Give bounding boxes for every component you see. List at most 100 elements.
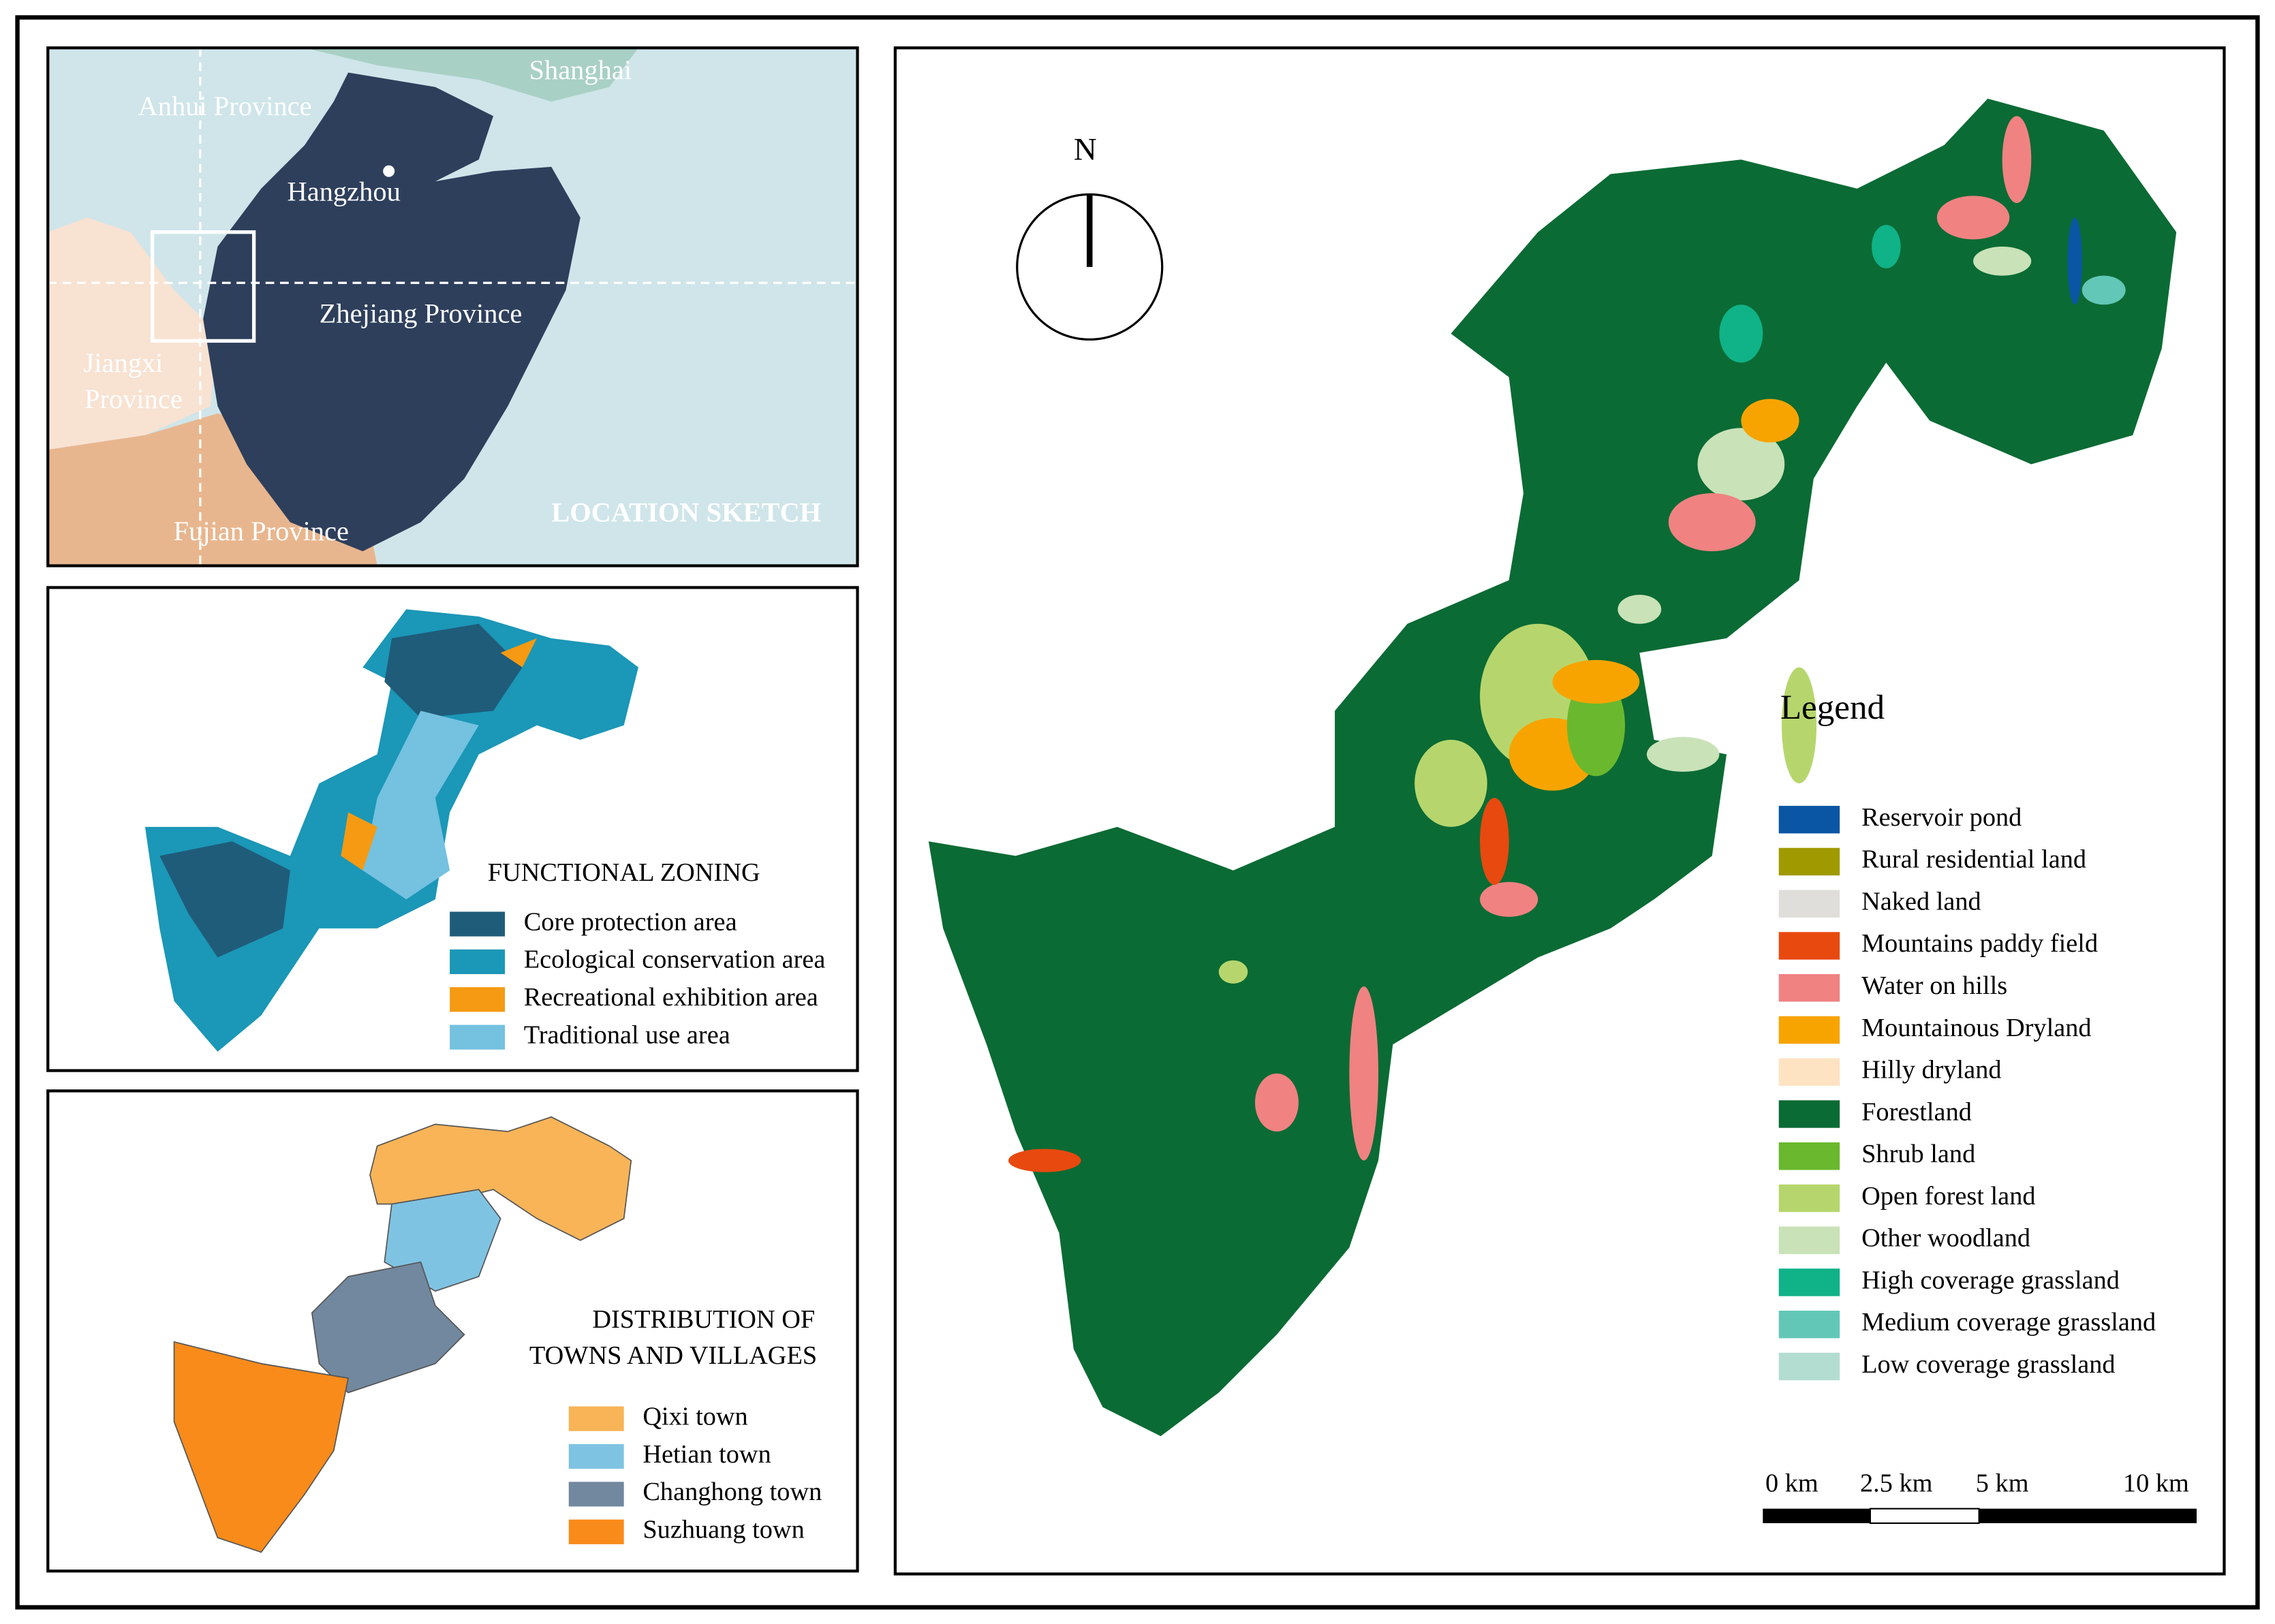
- study-area-box: [150, 230, 256, 343]
- legend-swatch: [1778, 1058, 1840, 1086]
- legend-swatch: [1778, 805, 1840, 834]
- jiangxi-region: [48, 217, 218, 450]
- panel-title: DISTRIBUTION OF: [592, 1305, 815, 1334]
- towns-panel: DISTRIBUTION OF TOWNS AND VILLAGES Qixi …: [46, 1089, 859, 1573]
- legend-swatch: [1778, 973, 1840, 1002]
- city-marker: [383, 165, 395, 177]
- zoning-panel: FUNCTIONAL ZONING Core protection area Ec…: [46, 586, 859, 1072]
- land-cover-patch: [1719, 304, 1763, 363]
- town-shape: [173, 1341, 350, 1553]
- legend-swatch: [450, 911, 506, 937]
- legend-swatch: [1778, 1352, 1840, 1381]
- legend-swatch: [1778, 847, 1840, 876]
- legend-title: Legend: [1780, 688, 1885, 727]
- legend-swatch: [450, 949, 506, 974]
- legend-label: Mountainous Dryland: [1861, 1014, 2091, 1042]
- scale-bar: [1763, 1508, 1870, 1523]
- legend-label: Naked land: [1861, 887, 1981, 916]
- legend-label: Rural residential land: [1861, 845, 2086, 874]
- land-cover-patch: [2081, 275, 2126, 305]
- legend-swatch: [1778, 1226, 1840, 1254]
- legend-label: Core protection area: [524, 907, 737, 936]
- land-cover-patch: [2002, 116, 2032, 204]
- legend-swatch: [1778, 1100, 1840, 1128]
- land-cover-patch: [1973, 247, 2032, 276]
- legend-label: Other woodland: [1861, 1224, 2030, 1253]
- main-panel: N Legend Reservoir pond Rural residential…: [893, 46, 2226, 1576]
- scale-label: 5 km: [1976, 1469, 2029, 1497]
- legend-swatch: [450, 987, 506, 1012]
- north-label: N: [1074, 131, 1097, 167]
- legend-swatch: [1778, 1268, 1840, 1296]
- land-cover-patch: [1349, 986, 1378, 1161]
- legend-swatch: [568, 1443, 624, 1469]
- legend: Qixi town Hetian town Changhong town Suzhua…: [568, 1402, 822, 1544]
- legend-label: Reservoir pond: [1861, 803, 2022, 832]
- zone-shape: [341, 638, 537, 871]
- place-label: Jiangxi: [84, 347, 164, 378]
- scale-label: 0 km: [1765, 1469, 1819, 1497]
- legend-label: Medium coverage grassland: [1861, 1308, 2156, 1337]
- scale-label: 2.5 km: [1860, 1469, 1933, 1497]
- legend-label: Low coverage grassland: [1861, 1350, 2115, 1379]
- legend-label: Suzhuang town: [643, 1516, 804, 1544]
- place-label: Province: [84, 384, 183, 414]
- legend-label: Ecological conservation area: [524, 946, 826, 974]
- land-cover-patch: [1254, 1073, 1299, 1132]
- land-cover-patch: [1781, 667, 1817, 783]
- zhejiang-region: [203, 72, 581, 552]
- legend-label: Water on hills: [1861, 971, 2007, 1000]
- legend-swatch: [568, 1519, 624, 1544]
- legend: Reservoir pond Rural residential land Nake…: [1778, 803, 2156, 1381]
- outer-border: [15, 15, 2260, 1610]
- land-cover-patch: [1414, 740, 1487, 827]
- scale-bar: [1869, 1508, 1980, 1525]
- shanghai-region: [305, 48, 638, 102]
- zone-shape: [362, 710, 479, 900]
- location-panel: Shanghai Anhui Province Hangzhou Zhejian…: [46, 46, 859, 567]
- land-cover-patch: [1697, 428, 1785, 501]
- place-label: Shanghai: [529, 54, 632, 85]
- place-label: Fujian Province: [174, 516, 349, 546]
- land-cover-patch: [2067, 217, 2082, 305]
- place-label: Zhejiang Province: [320, 298, 523, 329]
- legend-label: Changhong town: [643, 1478, 822, 1506]
- scale-bar: [1979, 1508, 2197, 1523]
- town-shape: [311, 1261, 465, 1394]
- legend-swatch: [1778, 932, 1840, 960]
- land-cover-patch: [1480, 798, 1509, 886]
- scale-labels: 0 km 2.5 km 5 km 10 km: [1765, 1469, 2189, 1497]
- legend-label: High coverage grassland: [1861, 1266, 2120, 1294]
- legend-swatch: [568, 1482, 624, 1507]
- land-cover-patch: [1741, 399, 1799, 443]
- land-cover-patch: [1872, 225, 1901, 268]
- panel-title: FUNCTIONAL ZONING: [488, 858, 760, 887]
- place-label: Anhui Province: [138, 91, 312, 121]
- land-cover-patch: [1936, 196, 2010, 240]
- legend-swatch: [1778, 1016, 1840, 1044]
- land-cover-patch: [1008, 1149, 1081, 1172]
- legend-swatch: [1778, 1184, 1840, 1213]
- scale-label: 10 km: [2123, 1469, 2189, 1497]
- land-cover-patch: [1668, 493, 1756, 552]
- legend-label: Recreational exhibition area: [524, 983, 818, 1012]
- legend-swatch: [1778, 1311, 1840, 1339]
- legend-label: Hilly dryland: [1861, 1056, 2001, 1084]
- legend-label: Shrub land: [1861, 1140, 1975, 1168]
- legend-label: Mountains paddy field: [1861, 929, 2098, 958]
- zone-shape: [384, 623, 523, 719]
- land-cover-patch: [1480, 881, 1538, 917]
- land-cover-patch: [1218, 960, 1248, 984]
- legend-label: Forestland: [1861, 1097, 1972, 1126]
- legend-swatch: [1778, 890, 1840, 918]
- legend-swatch: [1778, 1142, 1840, 1170]
- legend-label: Traditional use area: [524, 1020, 730, 1049]
- legend-label: Qixi town: [643, 1402, 747, 1431]
- panel-title: TOWNS AND VILLAGES: [529, 1341, 817, 1370]
- town-shape: [369, 1116, 632, 1241]
- land-cover-patches: [1008, 116, 2126, 1172]
- legend-swatch: [450, 1025, 506, 1050]
- panel-title: LOCATION SKETCH: [551, 497, 821, 527]
- legend: Core protection area Ecological conservat…: [450, 907, 826, 1050]
